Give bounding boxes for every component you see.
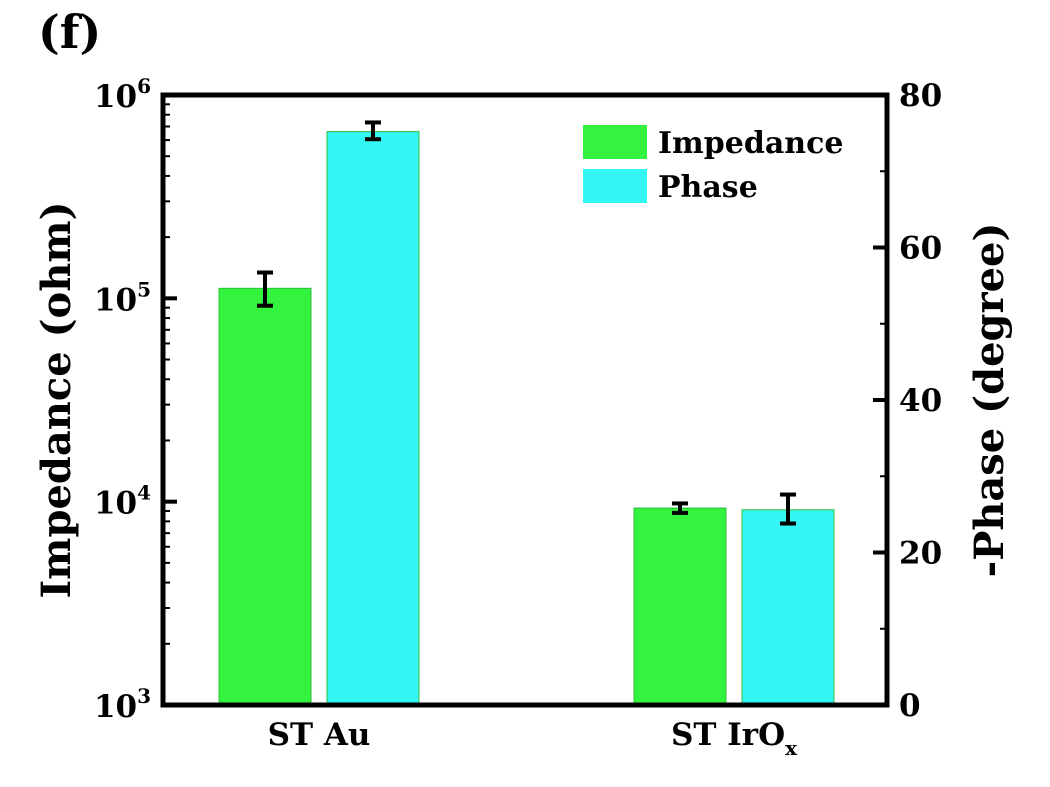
- y-right-tick-label-3: 60: [899, 231, 942, 267]
- y-right-tick-label-0: 0: [899, 688, 921, 724]
- bar-impedance-1: [633, 507, 727, 706]
- legend: Impedance Phase: [583, 125, 843, 205]
- y-right-tick-label-1: 20: [899, 536, 942, 572]
- y-tick-base: 10: [94, 79, 137, 115]
- y-tick-base: 10: [94, 282, 137, 318]
- y-tick-label-1: 104: [94, 481, 151, 522]
- y-right-tick-label-2: 40: [899, 383, 942, 419]
- error-bar-phase-1: [780, 492, 796, 526]
- x-category-label-1: ST IrOx: [671, 717, 798, 760]
- y-tick-exp: 6: [137, 74, 151, 98]
- x-category-subscript: x: [785, 736, 798, 760]
- panel-label: (f): [38, 5, 101, 59]
- error-bar-impedance-1: [672, 501, 688, 515]
- x-category-text: ST IrO: [671, 717, 785, 753]
- y-tick-base: 10: [94, 486, 137, 522]
- legend-entry-phase: Phase: [583, 169, 758, 205]
- x-category-text: ST Au: [268, 717, 371, 753]
- legend-swatch: [583, 169, 647, 203]
- y-axis-title: Impedance (ohm): [33, 201, 80, 598]
- legend-label: Phase: [658, 170, 758, 205]
- error-bar-phase-0: [365, 120, 381, 142]
- y-tick-label-2: 105: [94, 277, 151, 318]
- y-tick-exp: 3: [137, 684, 151, 708]
- y-tick-label-3: 106: [94, 74, 151, 115]
- y-tick-base: 10: [94, 689, 137, 725]
- y-tick-label-0: 103: [94, 684, 151, 725]
- bars-layer: [218, 120, 835, 706]
- y-tick-exp: 4: [137, 481, 151, 505]
- y-tick-exp: 5: [137, 277, 151, 301]
- y-axis-right-title: -Phase (degree): [966, 223, 1013, 578]
- x-category-label-0: ST Au: [268, 717, 371, 753]
- axes-layer: [160, 92, 890, 708]
- bar-phase-1: [741, 509, 835, 706]
- legend-label: Impedance: [658, 126, 843, 161]
- bar-impedance-0: [218, 287, 312, 706]
- legend-swatch: [583, 125, 647, 159]
- y-right-tick-label-4: 80: [899, 78, 942, 114]
- bar-phase-0: [326, 131, 420, 706]
- error-bar-impedance-0: [257, 270, 273, 308]
- legend-entry-impedance: Impedance: [583, 125, 843, 161]
